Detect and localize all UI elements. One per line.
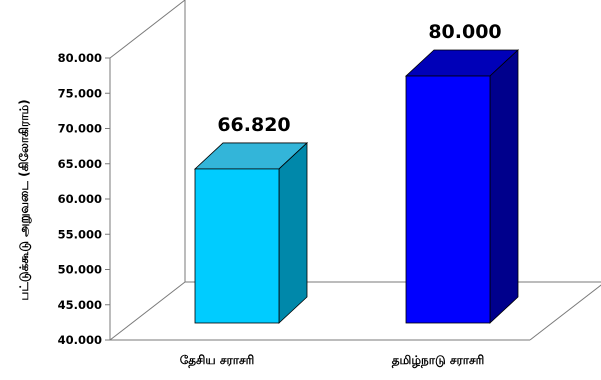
x-category-label: தமிழ்நாடு சராசரி: [392, 353, 485, 368]
chart-frame: [109, 0, 601, 341]
bars: 66.820 80.000: [193, 21, 520, 324]
y-tick-label: 50.000: [58, 263, 102, 277]
bar-side-face: [278, 142, 308, 324]
y-tick-label: 55.000: [58, 227, 102, 241]
y-tick-label: 70.000: [58, 122, 102, 136]
bar: 66.820: [193, 114, 309, 324]
y-tick-label: 40.000: [58, 333, 102, 347]
bar-front-face: [194, 168, 280, 324]
y-tick-label: 65.000: [58, 157, 102, 171]
bar-side-face: [489, 49, 519, 324]
y-axis-ticks: 40.000 45.000 50.000 55.000 60.000 65.000 70.0…: [58, 51, 110, 347]
y-tick-label: 80.000: [58, 51, 102, 65]
y-tick-label: 45.000: [58, 298, 102, 312]
bar-front-face: [405, 75, 491, 324]
y-tick-label: 75.000: [58, 86, 102, 100]
floor-right-edge: [529, 284, 601, 341]
y-axis-title: பட்டுக்கூடு அறுவடை (கிலோகிராம்): [17, 99, 32, 300]
bar-value-label: 80.000: [428, 21, 501, 43]
bar-value-label: 66.820: [217, 114, 290, 136]
wall-top-edge: [109, 0, 186, 59]
floor-left-edge: [109, 281, 186, 341]
x-axis-categories: தேசிய சராசரி தமிழ்நாடு சராசரி: [180, 353, 485, 368]
y-tick-label: 60.000: [58, 192, 102, 206]
bar: 80.000: [404, 21, 520, 324]
x-category-label: தேசிய சராசரி: [180, 353, 255, 368]
